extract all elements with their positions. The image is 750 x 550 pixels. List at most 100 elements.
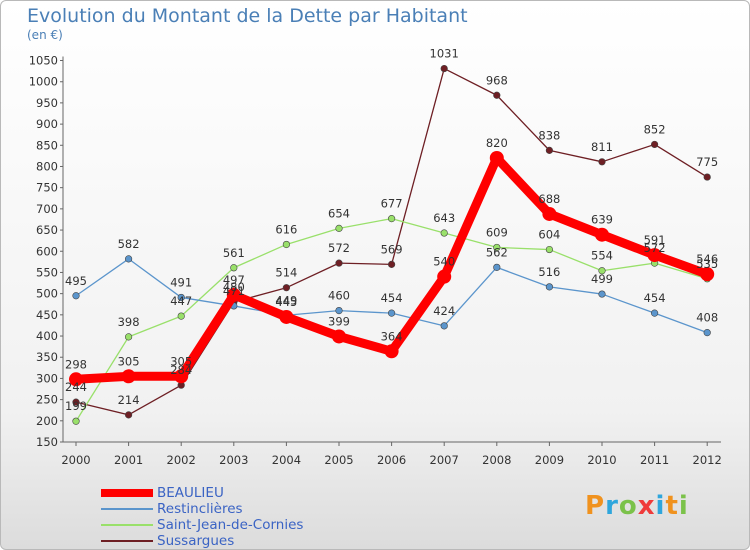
x-tick-label: 2007 bbox=[430, 453, 459, 467]
data-label-beaulieu: 364 bbox=[381, 329, 403, 343]
legend-swatch bbox=[101, 489, 153, 497]
data-label-sussargues: 214 bbox=[118, 393, 140, 407]
data-point-restincli-res bbox=[545, 283, 554, 291]
data-point-restincli-res bbox=[335, 306, 343, 315]
data-point-beaulieu bbox=[69, 372, 83, 387]
legend-label: BEAULIEU bbox=[157, 485, 224, 501]
legend-swatch bbox=[101, 508, 153, 510]
data-point-beaulieu bbox=[595, 227, 609, 242]
data-point-sussargues bbox=[335, 259, 343, 267]
data-label-saint-jean-de-cornies: 677 bbox=[381, 197, 403, 211]
chart-unit: (en €) bbox=[27, 28, 63, 42]
y-tick-label: 150 bbox=[36, 435, 58, 449]
data-label-saint-jean-de-cornies: 609 bbox=[486, 225, 508, 239]
data-label-restincli-res: 454 bbox=[644, 291, 666, 305]
data-point-sussargues bbox=[388, 260, 396, 268]
y-tick-label: 600 bbox=[36, 244, 58, 258]
data-label-beaulieu: 591 bbox=[644, 233, 666, 247]
data-label-sussargues: 811 bbox=[591, 140, 613, 154]
data-label-restincli-res: 582 bbox=[118, 237, 140, 251]
x-tick-label: 2002 bbox=[167, 453, 196, 467]
data-point-beaulieu bbox=[279, 309, 294, 324]
data-label-restincli-res: 562 bbox=[486, 245, 508, 259]
y-tick-label: 950 bbox=[36, 96, 58, 110]
data-point-beaulieu bbox=[542, 206, 557, 221]
y-tick-label: 250 bbox=[36, 393, 58, 407]
data-point-restincli-res bbox=[440, 322, 448, 330]
data-point-beaulieu bbox=[384, 344, 399, 359]
data-label-restincli-res: 424 bbox=[433, 304, 455, 318]
data-label-restincli-res: 449 bbox=[275, 293, 297, 307]
data-label-restincli-res: 495 bbox=[65, 274, 87, 288]
y-tick-label: 450 bbox=[36, 308, 58, 322]
legend: BEAULIEU Restinclières Saint-Jean-de-Corni… bbox=[101, 485, 401, 549]
data-point-beaulieu bbox=[700, 267, 715, 282]
data-label-sussargues: 838 bbox=[538, 128, 560, 142]
x-tick-label: 2006 bbox=[377, 453, 406, 467]
data-point-sussargues bbox=[703, 173, 711, 181]
y-tick-label: 1000 bbox=[29, 75, 58, 89]
data-label-beaulieu: 305 bbox=[170, 354, 192, 368]
y-tick-label: 650 bbox=[36, 223, 58, 237]
data-point-beaulieu bbox=[489, 150, 504, 165]
data-point-beaulieu bbox=[332, 329, 346, 344]
x-tick-label: 2008 bbox=[482, 453, 511, 467]
x-tick-label: 2004 bbox=[272, 453, 301, 467]
data-point-sussargues bbox=[440, 64, 448, 73]
legend-item: Saint-Jean-de-Cornies bbox=[101, 517, 401, 533]
x-tick-label: 2011 bbox=[640, 453, 669, 467]
x-tick-label: 2003 bbox=[219, 453, 248, 467]
data-label-restincli-res: 499 bbox=[591, 272, 613, 286]
x-tick-label: 2001 bbox=[114, 453, 143, 467]
data-point-restincli-res bbox=[598, 290, 606, 298]
y-tick-label: 300 bbox=[36, 371, 58, 385]
data-point-saint-jean-de-cornies bbox=[282, 240, 291, 249]
x-tick-label: 2012 bbox=[693, 453, 722, 467]
data-point-saint-jean-de-cornies bbox=[177, 312, 185, 320]
y-tick-label: 400 bbox=[36, 329, 58, 343]
x-tick-label: 2009 bbox=[535, 453, 564, 467]
proxiti-logo: Proxiti bbox=[585, 491, 689, 521]
data-label-restincli-res: 408 bbox=[696, 311, 718, 325]
data-point-restincli-res bbox=[124, 255, 133, 263]
data-label-sussargues: 514 bbox=[275, 266, 297, 280]
data-label-beaulieu: 639 bbox=[591, 213, 613, 227]
legend-label: Saint-Jean-de-Cornies bbox=[157, 517, 304, 533]
legend-item: Sussargues bbox=[101, 533, 401, 549]
data-label-restincli-res: 491 bbox=[170, 275, 192, 289]
data-label-beaulieu: 298 bbox=[65, 357, 87, 371]
legend-label: Sussargues bbox=[157, 533, 235, 549]
data-point-beaulieu bbox=[437, 269, 452, 284]
data-point-saint-jean-de-cornies bbox=[440, 229, 448, 237]
data-point-sussargues bbox=[598, 158, 606, 166]
data-point-sussargues bbox=[124, 411, 133, 419]
data-point-sussargues bbox=[545, 146, 554, 154]
data-point-beaulieu bbox=[226, 287, 241, 302]
data-point-saint-jean-de-cornies bbox=[388, 215, 396, 223]
y-tick-label: 800 bbox=[36, 159, 58, 173]
data-label-sussargues: 480 bbox=[223, 280, 245, 294]
y-tick-label: 900 bbox=[36, 117, 58, 131]
data-label-beaulieu: 820 bbox=[486, 136, 508, 150]
data-point-sussargues bbox=[282, 284, 291, 292]
data-point-saint-jean-de-cornies bbox=[493, 243, 501, 252]
data-label-sussargues: 244 bbox=[65, 380, 87, 394]
y-tick-label: 750 bbox=[36, 181, 58, 195]
data-point-sussargues bbox=[493, 91, 501, 99]
data-label-beaulieu: 497 bbox=[223, 273, 245, 287]
data-label-saint-jean-de-cornies: 447 bbox=[170, 294, 192, 308]
data-label-restincli-res: 471 bbox=[223, 284, 245, 298]
data-label-beaulieu: 546 bbox=[696, 252, 718, 266]
x-tick-label: 2000 bbox=[61, 453, 90, 467]
data-label-saint-jean-de-cornies: 398 bbox=[118, 315, 140, 329]
data-point-sussargues bbox=[650, 140, 659, 149]
data-label-saint-jean-de-cornies: 199 bbox=[65, 399, 87, 413]
legend-swatch bbox=[101, 540, 153, 542]
data-label-saint-jean-de-cornies: 654 bbox=[328, 206, 350, 220]
data-label-sussargues: 1031 bbox=[430, 47, 459, 61]
data-point-saint-jean-de-cornies bbox=[598, 267, 606, 275]
y-tick-label: 850 bbox=[36, 138, 58, 152]
data-label-saint-jean-de-cornies: 561 bbox=[223, 246, 245, 260]
data-point-beaulieu bbox=[647, 248, 662, 263]
